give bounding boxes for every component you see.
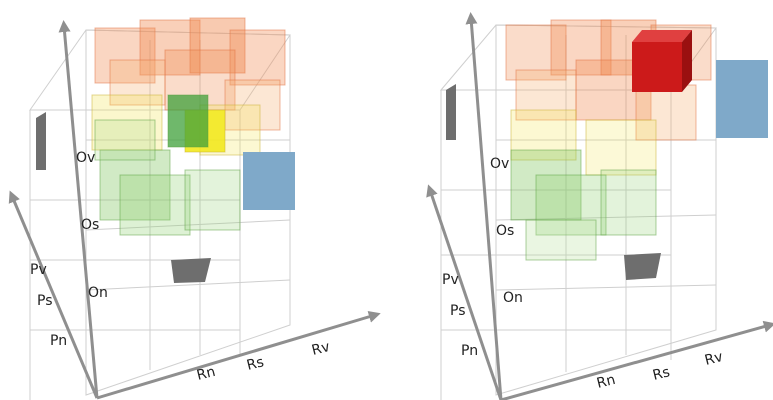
o-axis bbox=[465, 12, 503, 400]
o-label: Os bbox=[496, 223, 514, 239]
p-label: Ps bbox=[450, 303, 466, 319]
p-axis bbox=[426, 184, 503, 400]
p-label: Pn bbox=[50, 333, 67, 349]
r-label: Rn bbox=[195, 364, 217, 384]
cube-diagram-right: Ov Os On Pv Ps Pn Rn Rs Rv bbox=[386, 0, 773, 400]
axes bbox=[426, 12, 773, 400]
r-label: Rn bbox=[595, 372, 617, 392]
o-label: Os bbox=[81, 217, 99, 233]
r-label: Rs bbox=[245, 354, 265, 374]
o-label: Ov bbox=[490, 156, 509, 172]
red-cube bbox=[632, 30, 692, 92]
p-label: Ps bbox=[37, 293, 53, 309]
cube-diagram-left-svg: Ov Os On Pv Ps Pn Rn Rs Rv bbox=[8, 17, 381, 400]
gray-face bbox=[171, 258, 211, 283]
green-cubes bbox=[510, 149, 657, 261]
blue-face bbox=[716, 60, 768, 138]
cube-diagram-left: Ov Os On Pv Ps Pn Rn Rs Rv bbox=[0, 0, 386, 400]
r-label: Rv bbox=[310, 339, 331, 359]
axes bbox=[8, 20, 381, 400]
cube-diagram-right-svg: Ov Os On Pv Ps Pn Rn Rs Rv bbox=[426, 12, 773, 400]
yellow-cubes bbox=[510, 109, 657, 176]
p-label: Pv bbox=[442, 272, 459, 288]
gray-face bbox=[36, 112, 46, 170]
r-axis bbox=[500, 320, 773, 400]
gray-face bbox=[446, 84, 456, 140]
green-cubes bbox=[94, 94, 241, 236]
p-axis bbox=[8, 190, 99, 399]
r-label: Rs bbox=[651, 364, 671, 384]
o-label: On bbox=[503, 290, 523, 306]
o-axis bbox=[58, 20, 99, 399]
r-label: Rv bbox=[703, 349, 724, 369]
p-label: Pn bbox=[461, 343, 478, 359]
o-label: On bbox=[88, 285, 108, 301]
p-label: Pv bbox=[30, 262, 47, 278]
blue-face bbox=[243, 152, 295, 210]
wireframe-grid bbox=[439, 24, 717, 400]
gray-face bbox=[624, 253, 661, 280]
o-label: Ov bbox=[76, 150, 95, 166]
r-axis bbox=[96, 310, 381, 400]
